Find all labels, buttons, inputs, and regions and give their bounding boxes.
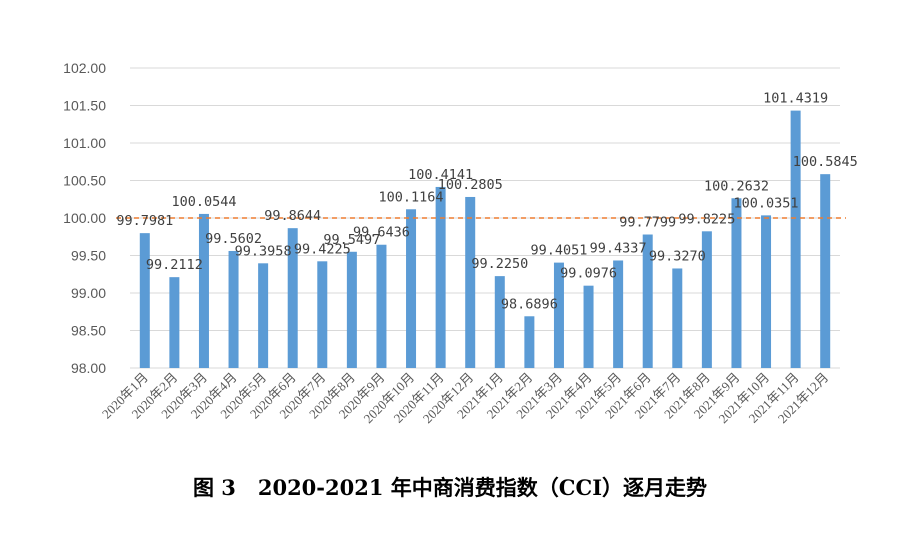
- bar: [790, 110, 801, 369]
- data-label: 99.4225: [294, 241, 351, 257]
- data-label: 101.4319: [763, 91, 828, 107]
- bar: [287, 228, 298, 368]
- bar: [228, 250, 239, 368]
- y-tick-label: 100.00: [63, 210, 106, 226]
- bar: [465, 196, 476, 368]
- bar: [731, 198, 742, 368]
- bar: [198, 213, 209, 368]
- data-label: 100.4141: [408, 167, 473, 183]
- data-label: 98.6896: [501, 296, 558, 312]
- y-tick-label: 101.50: [63, 98, 106, 114]
- data-label: 100.0351: [734, 195, 799, 211]
- data-label: 99.0976: [560, 266, 617, 282]
- bar: [642, 234, 653, 368]
- bar: [494, 276, 505, 368]
- bar: [820, 174, 831, 368]
- data-label: 99.3270: [649, 248, 706, 264]
- data-label: 100.1164: [379, 189, 444, 205]
- bar: [672, 268, 683, 368]
- data-label: 100.2632: [704, 178, 769, 194]
- bar: [613, 260, 624, 368]
- bar: [701, 231, 712, 368]
- data-label: 99.7981: [116, 213, 173, 229]
- data-label: 100.2805: [438, 177, 503, 193]
- y-tick-label: 98.50: [71, 323, 106, 339]
- bar: [376, 244, 387, 368]
- data-label: 99.2112: [146, 257, 203, 273]
- data-label: 100.5845: [793, 154, 858, 170]
- y-tick-label: 102.00: [63, 60, 106, 76]
- bar: [524, 316, 535, 368]
- data-label: 99.2250: [471, 256, 528, 272]
- y-tick-label: 99.00: [71, 285, 106, 301]
- y-tick-label: 101.00: [63, 135, 106, 151]
- data-label: 99.5602: [205, 231, 262, 247]
- bar: [346, 251, 357, 368]
- data-label: 99.6436: [353, 225, 410, 241]
- bar: [435, 186, 446, 368]
- data-label: 99.4337: [590, 240, 647, 256]
- bar: [406, 209, 417, 368]
- y-tick-label: 100.50: [63, 173, 106, 189]
- bar: [583, 285, 594, 368]
- y-tick-label: 98.00: [71, 360, 106, 376]
- bar: [553, 262, 564, 368]
- bar: [258, 263, 269, 368]
- data-label: 99.5497: [323, 232, 380, 248]
- data-label: 99.3958: [235, 243, 292, 259]
- data-label: 99.8225: [678, 211, 735, 227]
- bar: [169, 277, 180, 368]
- chart-caption: 图 3 2020-2021 年中商消费指数（CCI）逐月走势: [192, 475, 708, 500]
- cci-bar-chart: 98.00 98.50 99.00 99.50 100.00 100.50 101.00 10…: [63, 60, 858, 426]
- bar: [761, 215, 772, 368]
- data-label: 99.8644: [264, 208, 321, 224]
- data-label: 99.7799: [619, 215, 676, 231]
- data-label: 100.0544: [171, 194, 236, 210]
- y-tick-label: 99.50: [71, 248, 106, 264]
- bar: [139, 233, 150, 368]
- bar: [317, 261, 328, 368]
- data-label: 99.4051: [531, 243, 588, 259]
